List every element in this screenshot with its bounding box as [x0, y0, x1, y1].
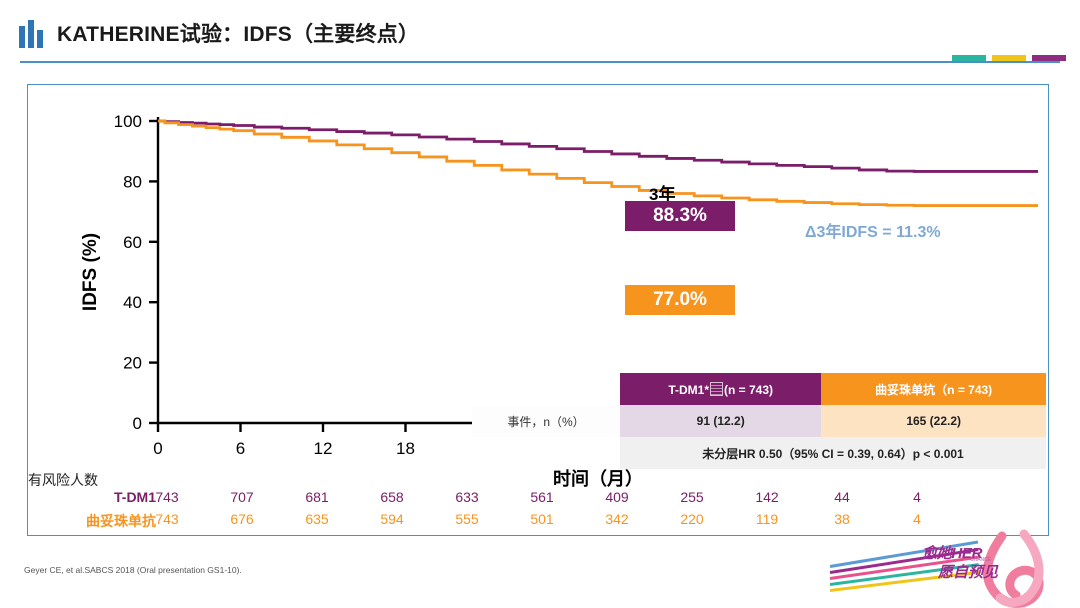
accent-dash-yellow — [992, 55, 1026, 61]
at-risk-value: 658 — [380, 489, 404, 505]
at-risk-value: 38 — [834, 511, 850, 527]
at-risk-value: 555 — [455, 511, 479, 527]
at-risk-row-trastuzumab: 曲妥珠单抗 743 676 635 594 555 501 342 220 119 38 4 — [28, 511, 1028, 533]
svg-text:20: 20 — [123, 354, 142, 373]
pink-ribbon-icon — [982, 529, 1044, 608]
missing-glyph-icon — [709, 381, 723, 396]
header-divider — [20, 61, 1060, 63]
km-curve-svg: 02040608010006121824303642485460IDFS (%)… — [80, 112, 1038, 489]
at-risk-value: 220 — [680, 511, 704, 527]
at-risk-value: 633 — [455, 489, 479, 505]
events-tdm1-cell: 91 (12.2) — [620, 405, 822, 437]
chart-panel: 02040608010006121824303642485460IDFS (%)… — [27, 84, 1049, 536]
at-risk-label-trastuzumab: 曲妥珠单抗 — [86, 513, 156, 529]
svg-text:80: 80 — [123, 172, 142, 191]
at-risk-value: 255 — [680, 489, 704, 505]
at-risk-value: 743 — [155, 489, 179, 505]
tdm1-rate-callout: 88.3% — [625, 201, 735, 231]
svg-text:时间（月）: 时间（月） — [553, 469, 643, 489]
svg-text:18: 18 — [396, 439, 415, 458]
at-risk-value: 594 — [380, 511, 404, 527]
table-row-hr: 未分层HR 0.50（95% CI = 0.39, 0.64）p < 0.001 — [472, 437, 1046, 469]
series-line-曲妥珠单抗 — [158, 119, 1038, 207]
svg-text:0: 0 — [133, 414, 142, 433]
logo-text-main: 愈她HER — [922, 545, 983, 562]
at-risk-value: 142 — [755, 489, 779, 505]
svg-text:12: 12 — [314, 439, 333, 458]
hr-blank-cell — [472, 437, 620, 469]
series-line-T-DM1 — [158, 119, 1038, 173]
at-risk-value: 676 — [230, 511, 254, 527]
svg-text:40: 40 — [123, 293, 142, 312]
accent-dashes — [946, 55, 1066, 61]
at-risk-value: 4 — [913, 511, 921, 527]
stats-table: T-DM1* (n = 743) 曲妥珠单抗（n = 743) 事件，n（%） 9… — [472, 373, 1046, 469]
delta-idfs-annotation: Δ3年IDFS = 11.3% — [805, 224, 941, 241]
header-tdm1-cell: T-DM1* (n = 743) — [620, 373, 822, 405]
accent-dash-purple — [1032, 55, 1066, 61]
at-risk-value: 342 — [605, 511, 629, 527]
svg-text:6: 6 — [236, 439, 245, 458]
table-row-events: 事件，n（%） 91 (12.2) 165 (22.2) — [472, 405, 1046, 437]
logo-text-chance: CHANCE — [970, 557, 992, 563]
slide-header: KATHERINE试验：IDFS（主要终点） — [0, 0, 1080, 66]
at-risk-value: 4 — [913, 489, 921, 505]
at-risk-value: 707 — [230, 489, 254, 505]
at-risk-value: 681 — [305, 489, 329, 505]
header-blank-cell — [472, 373, 620, 405]
page-title: KATHERINE试验：IDFS（主要终点） — [57, 23, 420, 46]
accent-dash-teal — [952, 55, 986, 61]
svg-text:100: 100 — [114, 112, 142, 131]
at-risk-row-tdm1: T-DM1 743 707 681 658 633 561 409 255 142 44 4 — [28, 489, 1028, 511]
bar-chart-icon — [19, 20, 49, 48]
at-risk-value: 501 — [530, 511, 554, 527]
header-trastuzumab-cell: 曲妥珠单抗（n = 743) — [821, 373, 1046, 405]
at-risk-value: 44 — [834, 489, 850, 505]
logo-text-sub: 愿自预见 — [938, 564, 999, 581]
svg-text:IDFS (%): IDFS (%) — [80, 233, 101, 311]
at-risk-label-tdm1: T-DM1 — [114, 489, 156, 505]
km-plot: 02040608010006121824303642485460IDFS (%)… — [28, 85, 1050, 537]
at-risk-value: 119 — [755, 511, 779, 527]
three-year-label: 3年 — [649, 185, 676, 204]
svg-text:0: 0 — [153, 439, 162, 458]
at-risk-value: 409 — [605, 489, 629, 505]
citation: Geyer CE, et al.SABCS 2018 (Oral present… — [24, 565, 242, 575]
at-risk-value: 635 — [305, 511, 329, 527]
table-row-header: T-DM1* (n = 743) 曲妥珠单抗（n = 743) — [472, 373, 1046, 405]
brand-logo: 愈她HER CHANCE 愿自预见 — [829, 524, 1080, 608]
at-risk-title: 有风险人数 — [28, 472, 98, 488]
at-risk-value: 743 — [155, 511, 179, 527]
svg-text:60: 60 — [123, 233, 142, 252]
events-label-cell: 事件，n（%） — [472, 405, 620, 437]
at-risk-value: 561 — [530, 489, 554, 505]
trastuzumab-rate-callout: 77.0% — [625, 285, 735, 315]
events-trastuzumab-cell: 165 (22.2) — [821, 405, 1046, 437]
hazard-ratio-cell: 未分层HR 0.50（95% CI = 0.39, 0.64）p < 0.001 — [620, 437, 1046, 469]
